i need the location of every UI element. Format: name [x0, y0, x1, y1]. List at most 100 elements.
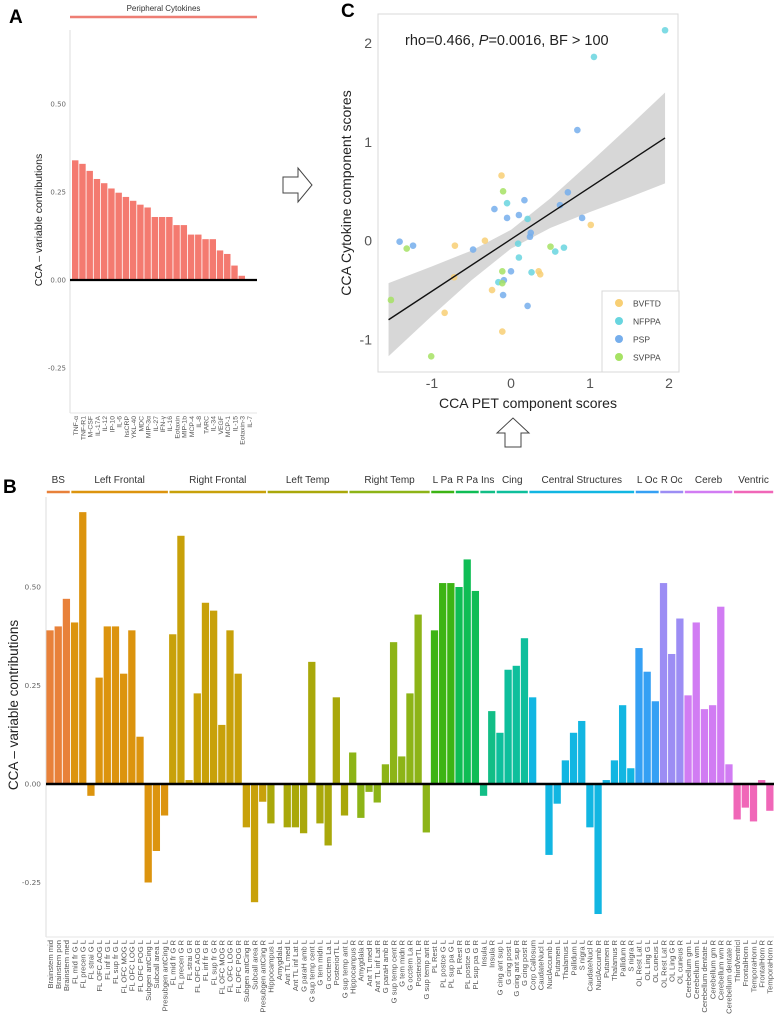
bar-IL-12 — [100, 183, 108, 280]
bar-Eotaxin — [173, 225, 180, 280]
bar-S nigra R — [627, 768, 635, 784]
x-tick-label: Eotaxin — [174, 416, 181, 439]
point-BVFTD — [498, 172, 505, 179]
bar-OL cuneus L — [651, 701, 659, 784]
annotation-p-symbol: P — [479, 33, 489, 49]
bar-Presubgen antCing L — [160, 784, 169, 816]
x-tick-label: FL OFC POG R — [234, 939, 243, 993]
bar-G paraH amb R — [381, 764, 390, 784]
bar-IL-17A — [93, 178, 101, 280]
x-tick-label: FL mid fr G L — [70, 940, 79, 984]
x-tick-label: FL inf fr G L — [103, 940, 112, 980]
x-tick-label: NuclAccumb L — [545, 940, 554, 989]
bar-M-CSF — [86, 170, 93, 280]
legend-label: BVFTD — [633, 299, 661, 309]
x-tick-label: Brainstem pon — [54, 940, 63, 989]
bar-G cing post L — [504, 669, 512, 784]
point-BVFTD — [481, 237, 489, 244]
x-tick-label: hsCRP — [124, 416, 131, 438]
bar-G occtem La L — [324, 784, 332, 846]
bar-Pallidum L — [569, 732, 578, 784]
group-label: Peripheral Cytokines — [127, 4, 201, 13]
bar-TNF-R1 — [79, 163, 86, 280]
x-tick-label: PL sup pa G R — [471, 939, 480, 989]
x-tick-label: IL-6 — [117, 416, 124, 428]
bar-Presubgen antCing R — [259, 784, 267, 802]
x-tick-label: CaudateNucl R — [586, 939, 595, 991]
bar-Brainstem med — [62, 598, 71, 784]
x-tick-label: OL cuneus R — [676, 939, 685, 984]
x-tick-label: FL strai G L — [87, 940, 96, 979]
point-PSP — [503, 214, 511, 222]
bar-S nigra L — [578, 720, 586, 784]
bar-FrontalHorn R — [758, 780, 766, 784]
bar-FL OFC AOG L — [95, 677, 103, 784]
bar-Thalamus L — [561, 760, 570, 784]
bar-Insula R — [488, 711, 496, 784]
up-arrow-icon — [495, 417, 531, 448]
bar-FL mid fr G L — [70, 622, 79, 784]
x-tick-label: FL OFC AOG L — [95, 940, 104, 992]
bar-Cerebellum gm L — [684, 695, 692, 784]
bar-PL Rest L — [430, 630, 439, 784]
bar-OL Ling G L — [643, 671, 651, 784]
x-tick-label: PosteriorTL L — [332, 940, 341, 985]
panel-label-c: C — [341, 1, 355, 22]
x-tick-label: IL-17A — [95, 416, 102, 436]
legend: BVFTD NFPPA PSP SVPPA — [601, 290, 680, 373]
y-tick-label: 0.50 — [50, 101, 66, 109]
annotation-values: =0.0016, BF > 100 — [488, 33, 608, 49]
point-NFPPA — [590, 53, 598, 61]
point-PSP — [564, 188, 572, 196]
y-axis-title: CCA – variable contributions — [6, 620, 21, 791]
y-tick-label: 1 — [364, 134, 372, 150]
bar-G sup temp ant R — [422, 784, 430, 833]
bar-G cing ant sup L — [496, 732, 504, 784]
point-PSP — [556, 201, 564, 209]
group-label: Right Temp — [364, 475, 415, 486]
point-PSP — [396, 238, 403, 245]
point-NFPPA — [528, 269, 535, 276]
x-tick-label: IP-10 — [109, 416, 116, 432]
x-tick-label: NuclAccumb R — [594, 939, 603, 990]
bar-PL sup pa G R — [471, 590, 480, 784]
point-SVPPA — [499, 188, 507, 195]
x-tick-label: Brainstem med — [62, 940, 71, 991]
legend-marker-PSP — [615, 335, 623, 343]
point-PSP — [578, 214, 586, 222]
bar-MDC — [137, 204, 144, 280]
group-label: Ins — [481, 475, 494, 486]
bar-G sup temp cent L — [308, 661, 316, 784]
x-tick-label: FL OFC LOG L — [128, 940, 137, 991]
x-tick-label: Pallidum R — [618, 939, 627, 976]
y-tick-label: 0.00 — [25, 780, 42, 789]
point-PSP — [499, 291, 507, 299]
bar-Hippocampus L — [267, 784, 275, 824]
point-NFPPA — [661, 26, 669, 34]
x-tick-label: IL-12 — [102, 416, 109, 432]
group-label: Central Structures — [541, 475, 622, 486]
bar-VEGF — [216, 250, 224, 280]
x-tick-label: Amygdala L — [275, 940, 284, 980]
bar-Cerebellum wm L — [692, 622, 700, 784]
x-tick-label: TemporaHorn L — [749, 940, 758, 992]
x-tick-label: Cerebellum dentate R — [725, 939, 734, 1013]
bar-FL OFC LOG R — [226, 630, 234, 784]
y-tick-label: 0.00 — [50, 277, 66, 285]
bar-NuclAccumb L — [545, 784, 553, 855]
y-tick-label: 0.25 — [25, 681, 42, 690]
x-tick-label: VEGF — [218, 416, 225, 435]
x-tick-label: Cerebellum gm L — [684, 940, 693, 998]
x-tick-label: Pallidum L — [569, 940, 578, 975]
bar-MIP-3α — [144, 207, 151, 280]
group-label: Right Frontal — [189, 475, 246, 486]
bar-FL inf fr G L — [103, 626, 111, 784]
bar-Cerebellum dentate R — [725, 764, 733, 784]
bar-FL precen G L — [79, 512, 87, 784]
x-tick-label: FL inf fr G R — [201, 939, 210, 981]
bar-Subcall area R — [250, 784, 259, 903]
point-BVFTD — [451, 242, 459, 249]
x-tick-label: OL cuneus L — [651, 940, 660, 983]
bar-Cerebellum dentate L — [700, 709, 709, 784]
x-tick-label: FL OFC AOG R — [193, 939, 202, 992]
